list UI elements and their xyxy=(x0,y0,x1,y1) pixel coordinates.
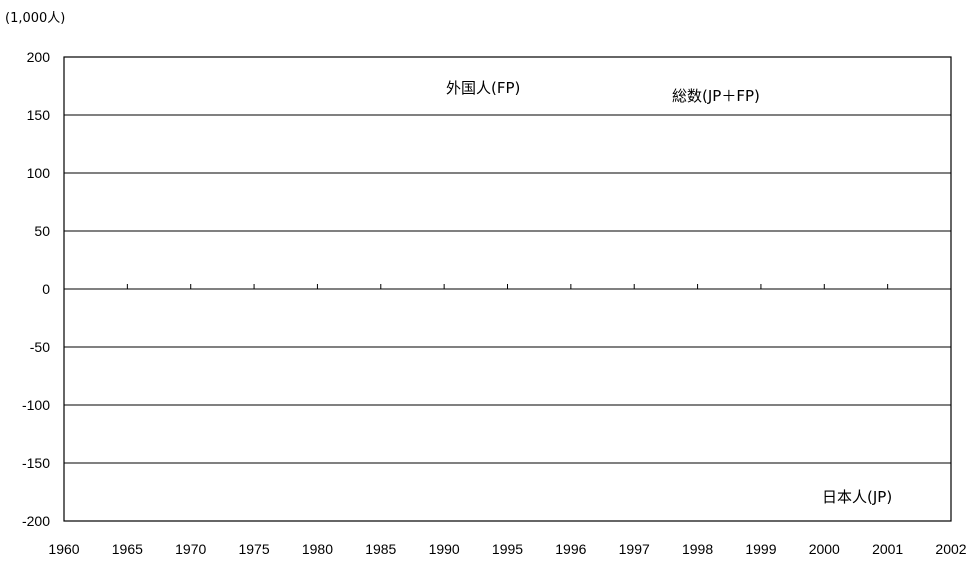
series-label-foreign: 外国人(FP) xyxy=(446,79,520,97)
x-tick-label: 1990 xyxy=(429,541,460,557)
x-tick-label: 1985 xyxy=(365,541,396,557)
y-tick-label: -200 xyxy=(22,513,50,529)
x-tick-label: 2001 xyxy=(872,541,903,557)
series-label-total: 総数(JP＋FP) xyxy=(672,87,760,105)
plot-frame xyxy=(63,56,952,522)
x-tick-label: 1999 xyxy=(745,541,776,557)
x-axis-ticks: 1960 1965 1970 1975 1980 1985 1990 1995 1996 1997… xyxy=(48,284,967,557)
x-tick-label: 1970 xyxy=(175,541,206,557)
x-tick-label: 2000 xyxy=(809,541,840,557)
y-tick-label: 50 xyxy=(34,223,50,239)
x-tick-label: 1996 xyxy=(555,541,586,557)
x-tick-label: 1965 xyxy=(112,541,143,557)
x-tick-label: 1975 xyxy=(238,541,269,557)
x-tick-label: 1980 xyxy=(302,541,333,557)
y-tick-label: -150 xyxy=(22,455,50,471)
grid-lines xyxy=(64,114,951,464)
unit-label: (1,000人) xyxy=(5,11,65,26)
x-tick-label: 1960 xyxy=(48,541,79,557)
y-tick-label: -50 xyxy=(30,339,50,355)
y-tick-label: 0 xyxy=(42,281,50,297)
x-tick-label: 1997 xyxy=(619,541,650,557)
y-tick-label: 200 xyxy=(27,49,51,65)
x-tick-label: 1995 xyxy=(492,541,523,557)
y-tick-label: 100 xyxy=(27,165,51,181)
y-axis-ticks: 200 150 100 50 0 -50 -100 -150 -200 xyxy=(22,49,50,529)
y-tick-label: -100 xyxy=(22,397,50,413)
y-tick-label: 150 xyxy=(27,107,51,123)
series-label-japanese: 日本人(JP) xyxy=(822,488,892,506)
x-tick-label: 1998 xyxy=(682,541,713,557)
x-tick-label: 2002 xyxy=(935,541,966,557)
